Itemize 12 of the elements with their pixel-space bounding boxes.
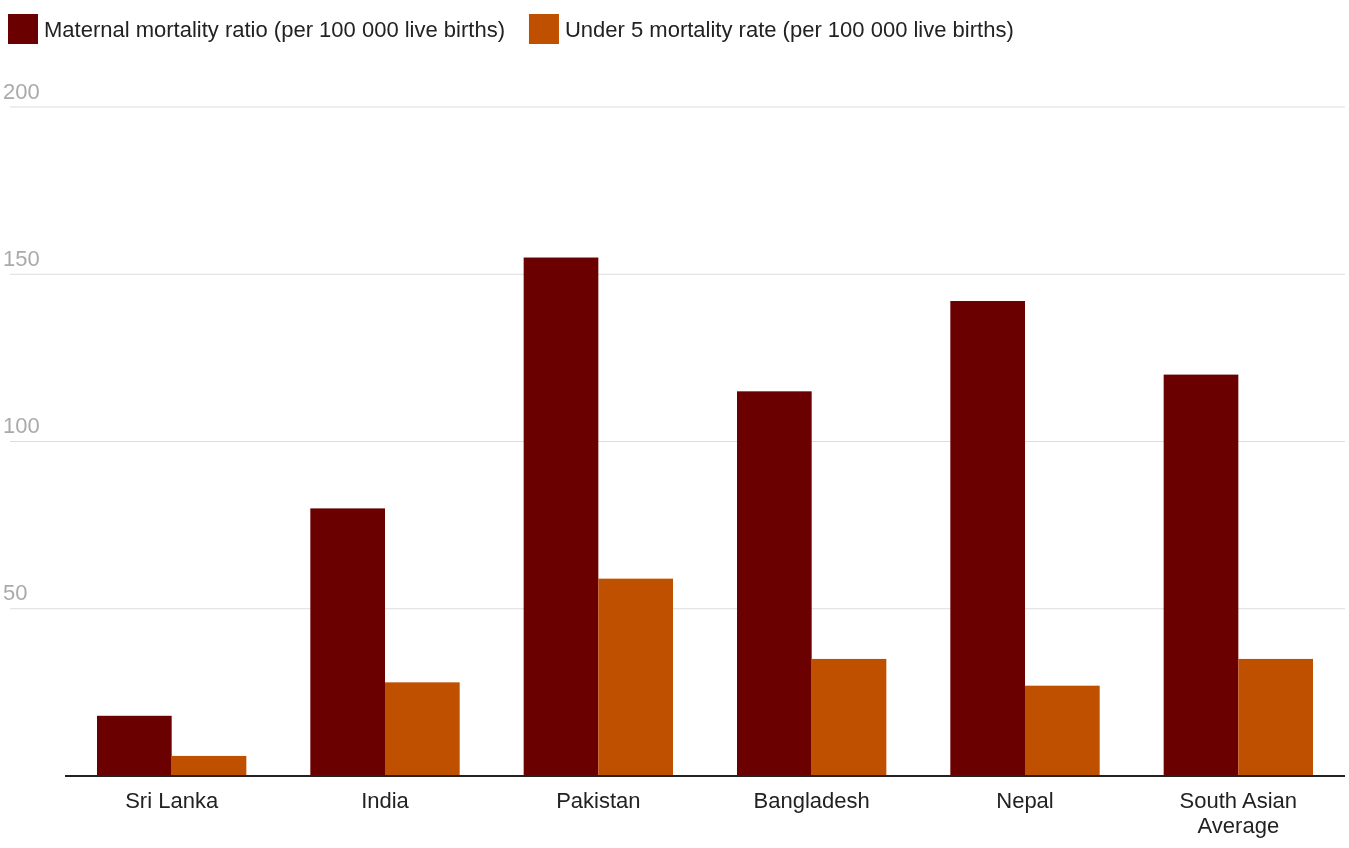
x-tick-label: South Asian Average (1179, 787, 1298, 838)
x-tick-label: Nepal (996, 787, 1054, 813)
legend-label: Maternal mortality ratio (per 100 000 live births) (44, 17, 505, 42)
legend-label: Under 5 mortality rate (per 100 000 live births) (564, 17, 1014, 42)
y-tick-label: 50 (3, 580, 28, 606)
x-tick-label: India (361, 787, 410, 813)
y-tick-label: 100 (3, 413, 40, 439)
x-tick-label: Pakistan (556, 787, 641, 813)
y-tick-label: 150 (3, 245, 40, 271)
x-tick-label: Sri Lanka (125, 787, 219, 813)
y-tick-label: 200 (3, 78, 40, 104)
x-tick-label: Bangladesh (753, 787, 870, 813)
